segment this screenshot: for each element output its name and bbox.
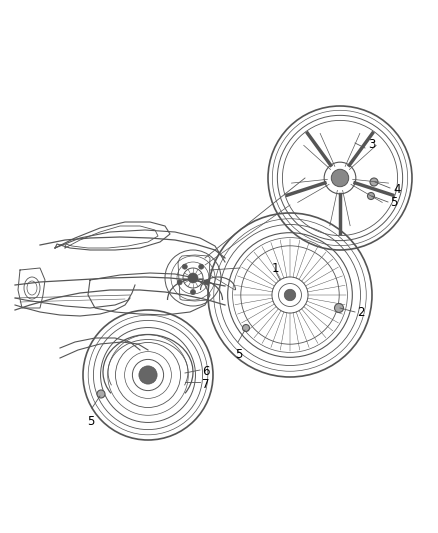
Circle shape	[199, 264, 204, 269]
Text: 6: 6	[202, 365, 209, 378]
Text: 4: 4	[393, 183, 400, 196]
Circle shape	[367, 192, 374, 199]
Circle shape	[204, 280, 209, 285]
Circle shape	[370, 178, 378, 186]
Circle shape	[188, 273, 198, 283]
Text: 7: 7	[202, 378, 209, 391]
Circle shape	[284, 289, 296, 301]
Text: 5: 5	[390, 196, 397, 209]
Text: 5: 5	[235, 348, 242, 361]
Text: 3: 3	[368, 138, 375, 151]
Circle shape	[139, 366, 157, 384]
Circle shape	[97, 390, 105, 398]
Text: 5: 5	[87, 415, 94, 428]
Circle shape	[331, 169, 349, 187]
Text: 1: 1	[272, 262, 279, 275]
Circle shape	[335, 303, 343, 312]
Text: 2: 2	[357, 306, 364, 319]
Circle shape	[182, 264, 187, 269]
Circle shape	[191, 289, 195, 295]
Circle shape	[177, 280, 182, 285]
Circle shape	[243, 325, 250, 332]
